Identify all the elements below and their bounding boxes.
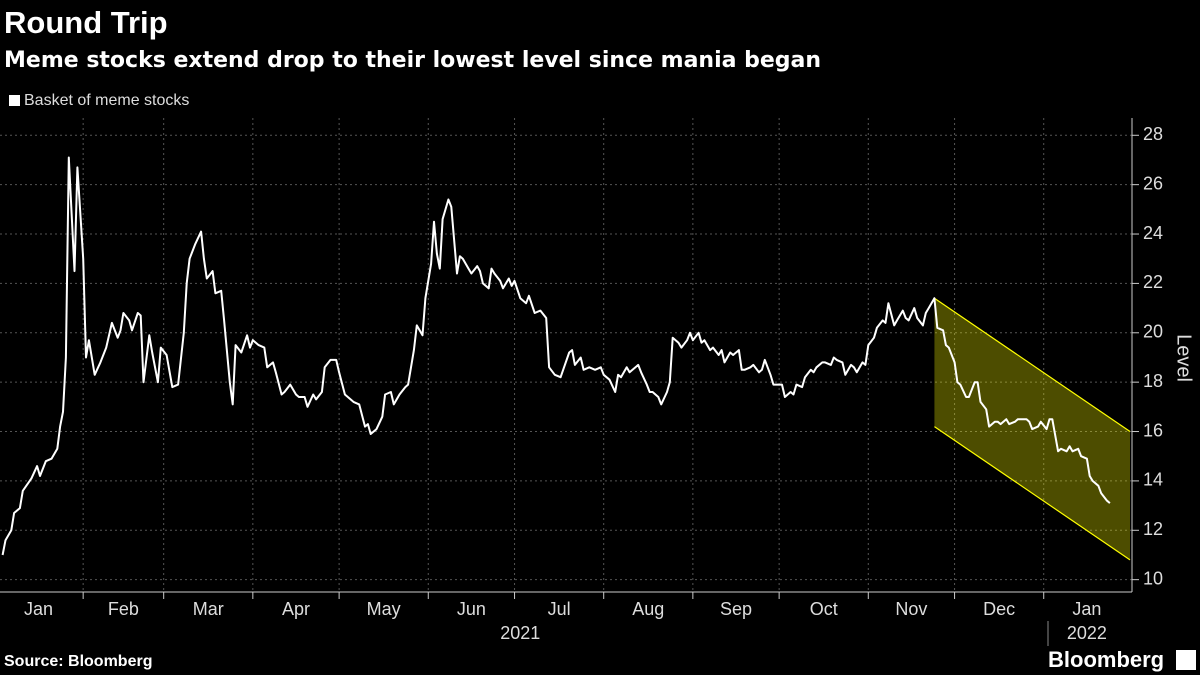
y-tick-label: 12 bbox=[1143, 519, 1163, 539]
x-tick-label: Jan bbox=[24, 599, 53, 619]
brand-icon bbox=[1176, 650, 1196, 670]
x-tick-label: May bbox=[367, 599, 401, 619]
x-tick-label: Dec bbox=[983, 599, 1015, 619]
y-tick-label: 18 bbox=[1143, 371, 1163, 391]
x-tick-label: Feb bbox=[108, 599, 139, 619]
x-tick-label: Jul bbox=[548, 599, 571, 619]
x-tick-label: Nov bbox=[895, 599, 927, 619]
y-tick-label: 24 bbox=[1143, 223, 1163, 243]
brand: Bloomberg bbox=[1048, 647, 1164, 672]
x-tick-label: Aug bbox=[632, 599, 664, 619]
chart-title: Round Trip bbox=[4, 5, 168, 40]
chart-subtitle: Meme stocks extend drop to their lowest … bbox=[4, 48, 821, 73]
x-tick-label: Jun bbox=[457, 599, 486, 619]
legend-swatch bbox=[9, 95, 20, 106]
y-tick-label: 10 bbox=[1143, 568, 1163, 588]
y-tick-label: 14 bbox=[1143, 470, 1163, 490]
legend-label: Basket of meme stocks bbox=[24, 92, 189, 109]
channel-upper bbox=[934, 297, 1131, 433]
y-tick-label: 28 bbox=[1143, 124, 1163, 144]
x-tick-label: Oct bbox=[810, 599, 838, 619]
x-tick-label: Mar bbox=[193, 599, 224, 619]
y-tick-label: 20 bbox=[1143, 322, 1163, 342]
channel-lower bbox=[934, 426, 1131, 561]
series-line bbox=[1, 156, 1111, 556]
x-tick-label: Jan bbox=[1072, 599, 1101, 619]
y-tick-label: 22 bbox=[1143, 272, 1163, 292]
y-tick-label: 16 bbox=[1143, 420, 1163, 440]
x-year-label: 2022 bbox=[1067, 623, 1107, 643]
x-year-label: 2021 bbox=[500, 623, 540, 643]
y-tick-label: 26 bbox=[1143, 173, 1163, 193]
y-axis-title: Level bbox=[1173, 334, 1195, 382]
x-tick-label: Apr bbox=[282, 599, 310, 619]
source: Source: Bloomberg bbox=[4, 653, 152, 670]
x-tick-label: Sep bbox=[720, 599, 752, 619]
